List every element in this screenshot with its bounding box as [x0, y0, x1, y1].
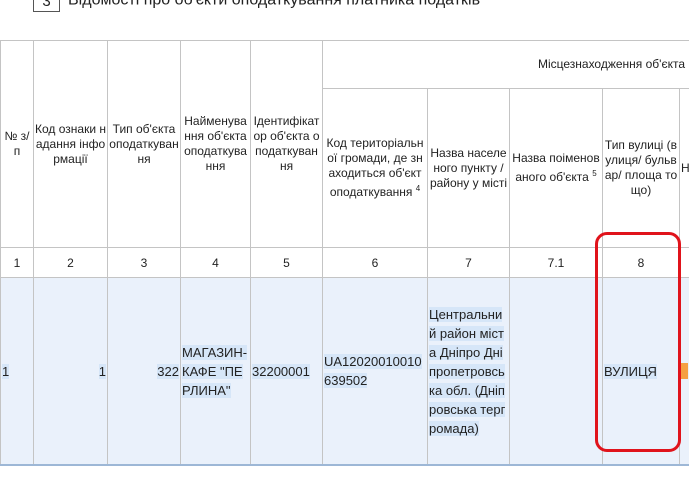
column-header: Найменування об'єкта оподаткування: [180, 40, 251, 248]
column-number: 7: [427, 247, 510, 278]
data-cell: 1: [0, 277, 34, 466]
footnote-ref: 4: [415, 184, 421, 193]
column-number: 3: [107, 247, 181, 278]
column-number: 6: [322, 247, 428, 278]
column-label: Назва населеного пункту / району у місті: [429, 145, 508, 190]
column-header: Н: [678, 88, 689, 248]
cell-value: ВУЛИЦЯ: [604, 363, 657, 379]
column-label: Ідентифікатор об'єкта оподаткування: [253, 114, 320, 173]
footnote-ref: 5: [592, 169, 597, 178]
column-header: Тип вулиці (вулиця/ бульвар/ площа тощо): [602, 88, 680, 248]
column-number: 2: [33, 247, 108, 278]
column-header: Код територіальної громади, де знаходить…: [322, 88, 428, 248]
section-number: 3: [33, 0, 60, 12]
data-cell: 1: [33, 277, 108, 466]
column-header: Назва населеного пункту / району у місті: [427, 88, 510, 248]
cell-value: 1: [98, 363, 106, 379]
section-title: Відомості про об'єкти оподаткування плат…: [68, 0, 489, 9]
data-cell: 322: [107, 277, 181, 466]
column-label: Н: [681, 160, 689, 175]
column-number: 5: [250, 247, 323, 278]
column-number: 4: [180, 247, 251, 278]
data-cell: ВУЛИЦЯ: [602, 277, 680, 466]
column-number: 7.1: [509, 247, 603, 278]
data-row: 1 1 322 МАГАЗИН-КАФЕ "ПЕРЛИНА" 32200001 UA120…: [0, 277, 689, 466]
column-label: Тип об'єкта оподаткування: [109, 121, 179, 166]
group-header: Місцезнаходження об'єкта: [321, 40, 689, 89]
column-header: № з/п: [0, 40, 34, 248]
title-text: Відомості про об'єкти оподаткування плат…: [68, 0, 480, 8]
column-label: Код територіальної громади, де знаходить…: [326, 136, 424, 199]
column-label: Найменування об'єкта оподаткування: [184, 114, 247, 173]
data-cell: [509, 277, 603, 466]
column-label: Код ознаки надання інформації: [35, 121, 106, 166]
data-cell: Центральний район міста Дніпро Дніпропет…: [427, 277, 510, 466]
column-header: Назва поіменованого об'єкта 5: [509, 88, 603, 248]
cell-value: 1: [2, 363, 10, 379]
cell-value: UA12020010010639502: [324, 354, 422, 388]
objects-table: № з/п Код ознаки надання інформації Тип об…: [0, 40, 689, 466]
data-cell: 32200001: [250, 277, 323, 466]
column-number-row: 1 2 3 4 5 6 7 7.1 8: [0, 247, 689, 278]
data-cell: МАГАЗИН-КАФЕ "ПЕРЛИНА": [180, 277, 251, 466]
cell-value: 32200001: [252, 363, 310, 379]
highlight-annotation: [595, 232, 681, 452]
column-number: 8: [602, 247, 680, 278]
cell-value: 322: [157, 363, 179, 379]
column-number: 1: [0, 247, 34, 278]
cell-value: Центральний район міста Дніпро Дніпропет…: [429, 306, 506, 436]
column-header: Тип об'єкта оподаткування: [107, 40, 181, 248]
cell-value: МАГАЗИН-КАФЕ "ПЕРЛИНА": [182, 344, 248, 398]
column-header: Код ознаки надання інформації: [33, 40, 108, 248]
header-row: Код територіальної громади, де знаходить…: [1, 88, 689, 248]
column-label: Назва поіменованого об'єкта: [512, 151, 600, 184]
cell-stub: [681, 363, 689, 379]
header-row: № з/п Код ознаки надання інформації Тип об…: [0, 40, 689, 248]
column-label: Тип вулиці (вулиця/ бульвар/ площа тощо): [604, 138, 678, 197]
column-label: № з/п: [4, 129, 30, 158]
column-header: Ідентифікатор об'єкта оподаткування: [250, 40, 323, 248]
data-cell: UA12020010010639502: [322, 277, 428, 466]
